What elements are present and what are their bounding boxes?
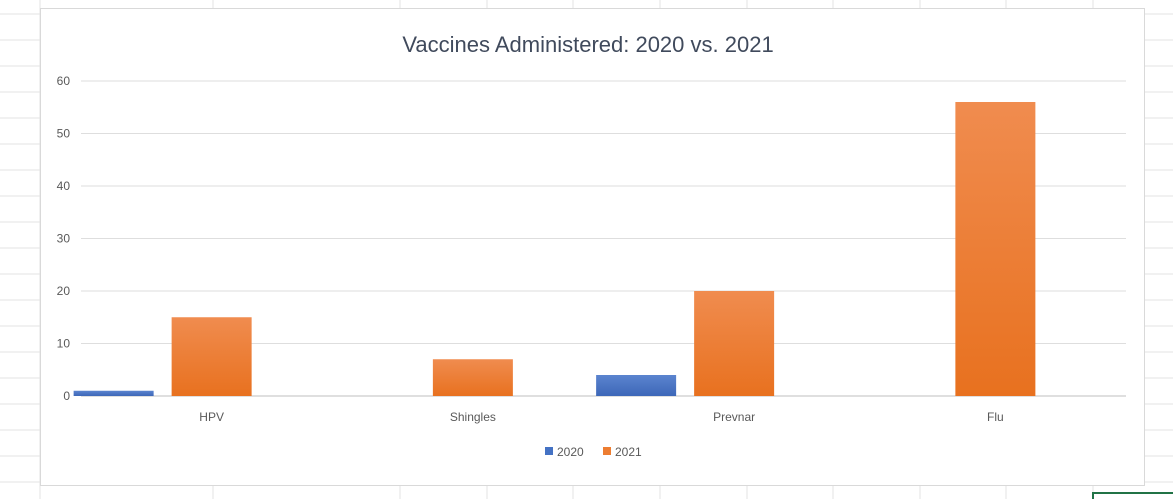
x-axis: HPV Shingles Prevnar Flu [199,410,1003,424]
selected-cell[interactable] [1092,492,1173,499]
y-tick-label: 0 [63,389,70,403]
bar-2021-prevnar[interactable] [694,291,775,396]
x-tick-label: Shingles [450,410,496,424]
bar-2020-hpv[interactable] [73,390,154,396]
legend: 2020 2021 [545,445,642,459]
legend-swatch-2021 [603,447,611,455]
chart-title: Vaccines Administered: 2020 vs. 2021 [402,32,773,57]
bars [73,102,1036,396]
bar-2021-shingles[interactable] [432,359,513,396]
bar-2021-flu[interactable] [955,102,1036,396]
legend-swatch-2020 [545,447,553,455]
y-tick-label: 10 [57,337,71,351]
x-tick-label: Flu [987,410,1004,424]
y-tick-label: 60 [57,74,71,88]
y-axis: 0 10 20 30 40 50 60 [57,74,71,403]
bar-2020-prevnar[interactable] [596,375,677,396]
bar-2021-hpv[interactable] [171,317,252,396]
legend-label-2021: 2021 [615,445,642,459]
y-tick-label: 20 [57,284,71,298]
bar-chart: Vaccines Administered: 2020 vs. 2021 0 10… [57,32,1126,459]
legend-label-2020: 2020 [557,445,584,459]
y-tick-label: 50 [57,127,71,141]
x-tick-label: Prevnar [713,410,755,424]
chart-area[interactable]: Vaccines Administered: 2020 vs. 2021 0 10… [40,8,1145,486]
y-tick-label: 30 [57,232,71,246]
y-tick-label: 40 [57,179,71,193]
x-tick-label: HPV [199,410,224,424]
